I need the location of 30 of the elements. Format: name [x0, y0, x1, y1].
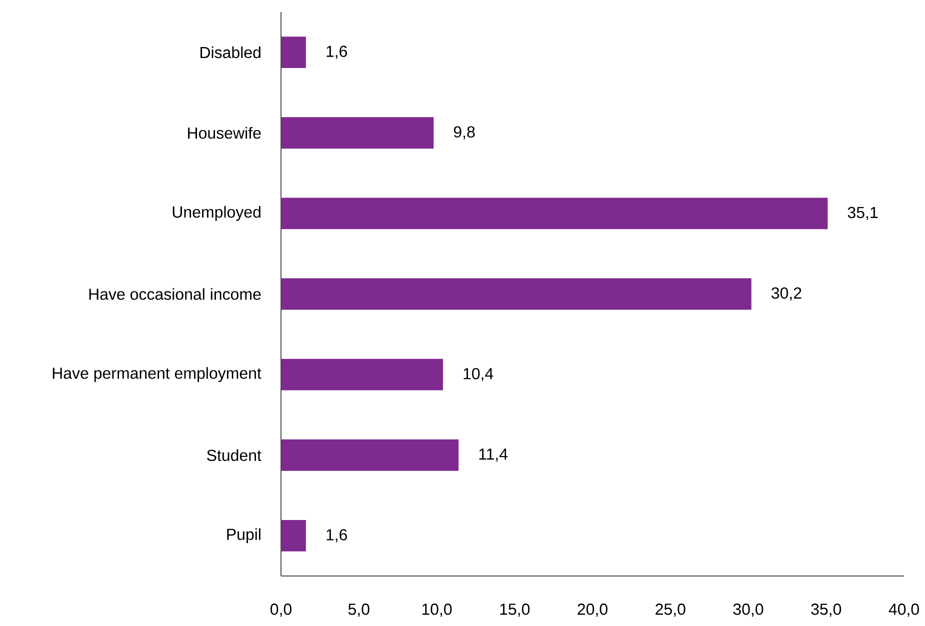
data-label: 1,6 — [326, 529, 347, 542]
x-tick-label: 40,0 — [888, 604, 919, 617]
x-tick-label: 0,0 — [270, 604, 292, 617]
x-tick-label: 35,0 — [811, 604, 842, 617]
data-label: 11,4 — [479, 448, 508, 462]
x-tick-label: 30,0 — [733, 604, 764, 617]
data-label: 30,2 — [772, 287, 802, 301]
y-tick-label: Disabled — [200, 46, 260, 58]
data-label: 1,6 — [326, 46, 347, 59]
data-label: 35,1 — [848, 206, 878, 220]
data-label: 9,8 — [454, 126, 475, 140]
y-tick-label: Have occasional income — [89, 288, 261, 300]
y-tick-label: Pupil — [227, 528, 260, 544]
x-tick-label: 10,0 — [422, 604, 452, 617]
bar — [281, 278, 752, 310]
bar — [281, 198, 828, 230]
x-tick-label: 15,0 — [500, 604, 530, 617]
bar — [281, 358, 443, 390]
x-tick-label: 25,0 — [656, 604, 686, 617]
x-tick-label: 5,0 — [348, 604, 370, 617]
bar — [281, 439, 459, 471]
bar — [281, 520, 306, 552]
y-tick-label: Unemployed — [172, 206, 260, 221]
y-tick-label: Have permanent employment — [52, 367, 262, 382]
x-tick-label: 20,0 — [578, 604, 608, 617]
bar — [281, 117, 434, 149]
data-label: 10,4 — [464, 368, 494, 382]
y-tick-label: Housewife — [188, 126, 261, 139]
bar — [281, 36, 306, 68]
y-tick-label: Student — [207, 449, 262, 462]
